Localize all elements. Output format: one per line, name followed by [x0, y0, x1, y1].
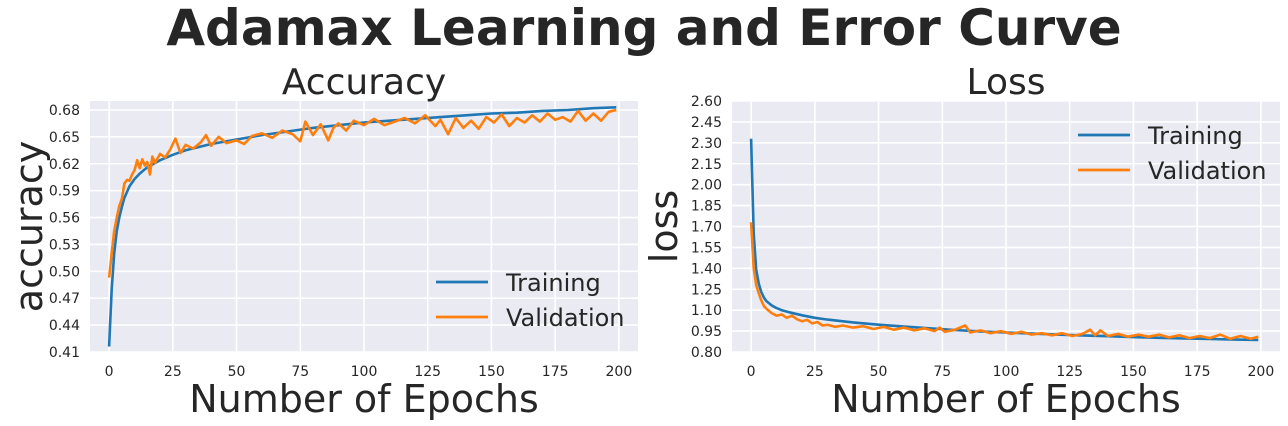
x-axis-label: Number of Epochs [831, 377, 1181, 421]
x-tick-label: 125 [414, 364, 441, 380]
y-tick-label: 2.60 [691, 94, 722, 110]
x-tick-label: 150 [1120, 364, 1147, 380]
y-tick-label: 1.55 [691, 240, 722, 256]
y-tick-label: 0.56 [49, 211, 80, 227]
x-tick-label: 25 [164, 364, 182, 380]
chart-title: Accuracy [282, 62, 446, 103]
x-tick-label: 0 [105, 364, 114, 380]
y-tick-label: 1.40 [691, 261, 722, 277]
x-tick-label: 50 [228, 364, 246, 380]
chart-title: Loss [967, 62, 1046, 103]
y-tick-label: 0.47 [49, 291, 80, 307]
x-tick-label: 100 [993, 364, 1020, 380]
legend-label-validation: Validation [506, 304, 625, 332]
y-tick-label: 2.45 [691, 115, 722, 131]
y-tick-label: 0.41 [49, 345, 80, 361]
x-tick-label: 175 [1184, 364, 1211, 380]
x-tick-label: 0 [747, 364, 756, 380]
y-tick-label: 0.68 [49, 103, 80, 119]
series-line-training [749, 138, 1259, 342]
y-tick-label: 2.15 [691, 157, 722, 173]
x-tick-label: 100 [351, 364, 378, 380]
legend: Training Validation [436, 269, 625, 332]
x-tick-label: 125 [1056, 364, 1083, 380]
chart-loss: 0 25 50 75 100 125 150 175 200 0.80 0.95 1.10 1.25 1.… [642, 62, 1280, 421]
legend-label-training: Training [505, 269, 601, 297]
y-tick-label: 0.80 [691, 345, 722, 361]
x-tick-label: 75 [291, 364, 309, 380]
y-tick-label: 1.10 [691, 303, 722, 319]
y-axis-label: loss [642, 190, 686, 263]
figure-title: Adamax Learning and Error Curve [166, 0, 1122, 57]
y-tick-label: 1.85 [691, 199, 722, 215]
x-tick-label: 50 [870, 364, 888, 380]
series-line-validation [749, 222, 1259, 341]
y-tick-label: 1.70 [691, 220, 722, 236]
legend-label-validation: Validation [1148, 157, 1267, 185]
y-tick-label: 0.62 [49, 157, 80, 173]
x-tick-label: 200 [1248, 364, 1275, 380]
x-tick-label: 175 [542, 364, 569, 380]
y-tick-label: 0.44 [49, 318, 80, 334]
y-axis-label: accuracy [7, 141, 51, 312]
y-tick-label: 0.65 [49, 130, 80, 146]
y-tick-label: 0.59 [49, 184, 80, 200]
y-tick-label: 0.50 [49, 264, 80, 280]
x-tick-label: 150 [478, 364, 505, 380]
chart-accuracy: 0 25 50 75 100 125 150 175 200 0.41 0.44 0.47 0.50 0.… [7, 62, 638, 421]
legend-label-training: Training [1147, 122, 1243, 150]
x-axis-label: Number of Epochs [189, 377, 539, 421]
series-line-validation [107, 108, 617, 278]
x-tick-label: 25 [806, 364, 824, 380]
x-tick-label: 200 [606, 364, 633, 380]
y-tick-label: 0.95 [691, 324, 722, 340]
y-tick-label: 1.25 [691, 282, 722, 298]
y-tick-label: 0.53 [49, 237, 80, 253]
y-tick-label: 2.30 [691, 136, 722, 152]
legend: Training Validation [1078, 122, 1267, 185]
y-tick-label: 2.00 [691, 178, 722, 194]
x-tick-label: 75 [933, 364, 951, 380]
